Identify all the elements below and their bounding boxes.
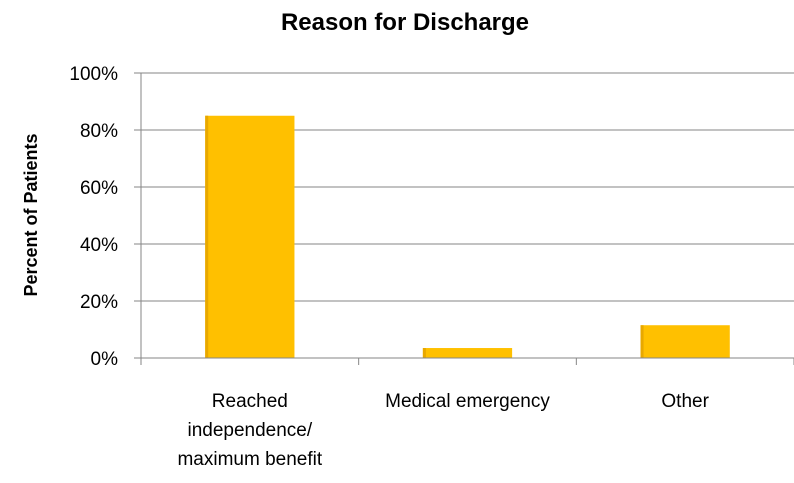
- x-category-label: Other: [661, 391, 709, 412]
- bar-edge: [205, 115, 209, 358]
- y-tick-label: 0%: [91, 349, 119, 370]
- y-tick-label: 80%: [80, 121, 118, 142]
- x-category-label-line: Medical emergency: [385, 391, 550, 412]
- bar: [205, 115, 295, 358]
- x-category-label: Reached independence/maximum benefit: [177, 391, 322, 470]
- bars: [205, 115, 730, 358]
- x-category-label-line: Reached: [212, 391, 288, 412]
- bar: [640, 325, 730, 358]
- y-tick-label: 20%: [80, 292, 118, 313]
- y-tick-label: 100%: [69, 64, 118, 85]
- bar-edge: [640, 325, 644, 358]
- chart-title: Reason for Discharge: [281, 9, 529, 36]
- x-category-label-line: independence/: [187, 420, 312, 441]
- bar-edge: [422, 348, 426, 358]
- x-category-label-line: maximum benefit: [177, 449, 322, 470]
- y-tick-label: 40%: [80, 235, 118, 256]
- x-category-label-line: Other: [661, 391, 709, 412]
- axes: [134, 73, 794, 365]
- x-category-label: Medical emergency: [385, 391, 550, 412]
- y-axis-label: Percent of Patients: [21, 133, 41, 296]
- y-tick-label: 60%: [80, 178, 118, 199]
- x-category-labels: Reached independence/maximum benefit Medic…: [177, 391, 709, 470]
- y-tick-labels: 0% 20% 40% 60% 80% 100%: [69, 64, 118, 370]
- bar: [422, 348, 513, 358]
